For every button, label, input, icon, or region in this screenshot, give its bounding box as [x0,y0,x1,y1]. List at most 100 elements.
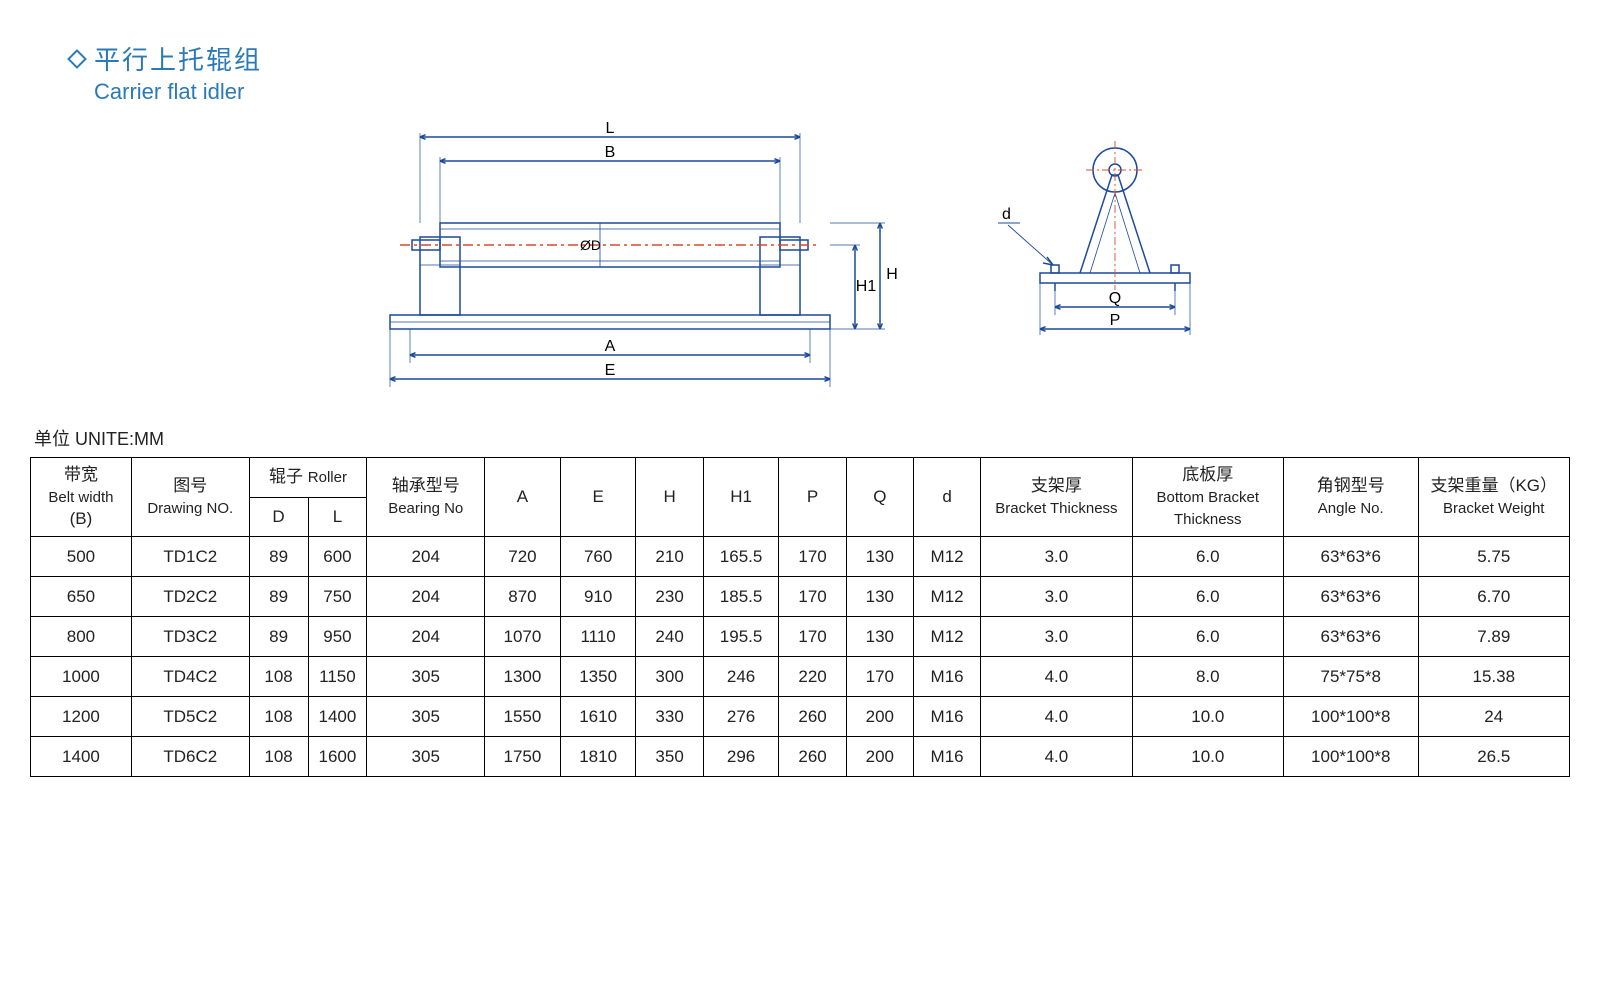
hdr-Q: Q [846,458,913,537]
cell-H: 330 [636,697,703,737]
cell-brg: 204 [367,577,485,617]
hdr-E: E [560,458,636,537]
cell-d: M16 [913,737,980,777]
cell-bt: 3.0 [981,577,1132,617]
cell-brg: 305 [367,737,485,777]
hdr-roller-D: D [249,497,308,537]
cell-E: 1110 [560,617,636,657]
hdr-belt-width: 带宽Belt width(B) [31,458,132,537]
hdr-H1: H1 [703,458,779,537]
svg-text:Q: Q [1109,290,1121,307]
cell-Q: 200 [846,737,913,777]
cell-L: 1150 [308,657,367,697]
cell-d: M16 [913,697,980,737]
svg-text:d: d [1002,206,1011,223]
cell-ang: 63*63*6 [1283,577,1418,617]
cell-d: M12 [913,537,980,577]
cell-P: 170 [779,577,846,617]
cell-L: 750 [308,577,367,617]
cell-bt: 4.0 [981,737,1132,777]
cell-H: 300 [636,657,703,697]
cell-Q: 130 [846,577,913,617]
cell-wt: 15.38 [1418,657,1569,697]
cell-H: 350 [636,737,703,777]
cell-Q: 170 [846,657,913,697]
cell-A: 1550 [485,697,561,737]
cell-A: 1300 [485,657,561,697]
cell-dwg: TD6C2 [131,737,249,777]
svg-text:E: E [605,362,616,379]
cell-P: 170 [779,617,846,657]
cell-L: 1600 [308,737,367,777]
hdr-angle-no: 角钢型号Angle No. [1283,458,1418,537]
hdr-drawing-no: 图号Drawing NO. [131,458,249,537]
cell-bt: 4.0 [981,697,1132,737]
cell-wt: 24 [1418,697,1569,737]
cell-A: 1750 [485,737,561,777]
cell-Q: 200 [846,697,913,737]
cell-brg: 204 [367,537,485,577]
cell-H: 210 [636,537,703,577]
hdr-A: A [485,458,561,537]
cell-dwg: TD2C2 [131,577,249,617]
title-block: 平行上托辊组 [70,40,1570,77]
cell-Q: 130 [846,537,913,577]
hdr-d: d [913,458,980,537]
cell-d: M12 [913,617,980,657]
cell-ang: 63*63*6 [1283,537,1418,577]
cell-Q: 130 [846,617,913,657]
cell-D: 89 [249,617,308,657]
hdr-bottom-thickness: 底板厚Bottom BracketThickness [1132,458,1283,537]
svg-text:A: A [605,338,616,355]
svg-text:L: L [606,120,615,137]
table-row: 1000TD4C2108115030513001350300246220170M… [31,657,1570,697]
front-view-drawing: ØDLBAEH1H [350,115,910,405]
cell-brg: 305 [367,657,485,697]
cell-dwg: TD1C2 [131,537,249,577]
diamond-icon [67,49,87,69]
cell-brg: 305 [367,697,485,737]
side-view-drawing: dQP [990,115,1250,375]
svg-text:H: H [886,266,898,283]
hdr-P: P [779,458,846,537]
cell-ang: 63*63*6 [1283,617,1418,657]
cell-B: 1200 [31,697,132,737]
hdr-roller: 辊子 Roller [249,458,367,498]
cell-H1: 165.5 [703,537,779,577]
cell-E: 910 [560,577,636,617]
cell-wt: 6.70 [1418,577,1569,617]
cell-H1: 296 [703,737,779,777]
cell-H1: 246 [703,657,779,697]
cell-H: 230 [636,577,703,617]
cell-A: 1070 [485,617,561,657]
cell-L: 600 [308,537,367,577]
cell-P: 220 [779,657,846,697]
cell-B: 1400 [31,737,132,777]
cell-H1: 276 [703,697,779,737]
cell-A: 870 [485,577,561,617]
cell-brg: 204 [367,617,485,657]
table-row: 800TD3C28995020410701110240195.5170130M1… [31,617,1570,657]
technical-diagram: ØDLBAEH1H dQP [30,115,1570,405]
svg-text:B: B [605,144,616,161]
cell-P: 170 [779,537,846,577]
cell-B: 1000 [31,657,132,697]
cell-D: 89 [249,577,308,617]
cell-B: 650 [31,577,132,617]
hdr-bearing: 轴承型号Bearing No [367,458,485,537]
cell-P: 260 [779,737,846,777]
cell-bbt: 6.0 [1132,577,1283,617]
specifications-table: 带宽Belt width(B) 图号Drawing NO. 辊子 Roller … [30,457,1570,777]
cell-bt: 4.0 [981,657,1132,697]
cell-B: 800 [31,617,132,657]
cell-bbt: 6.0 [1132,617,1283,657]
title-chinese: 平行上托辊组 [94,40,262,77]
table-row: 650TD2C289750204870910230185.5170130M123… [31,577,1570,617]
cell-L: 950 [308,617,367,657]
cell-D: 108 [249,737,308,777]
cell-D: 108 [249,657,308,697]
cell-dwg: TD3C2 [131,617,249,657]
cell-wt: 7.89 [1418,617,1569,657]
cell-P: 260 [779,697,846,737]
cell-wt: 26.5 [1418,737,1569,777]
